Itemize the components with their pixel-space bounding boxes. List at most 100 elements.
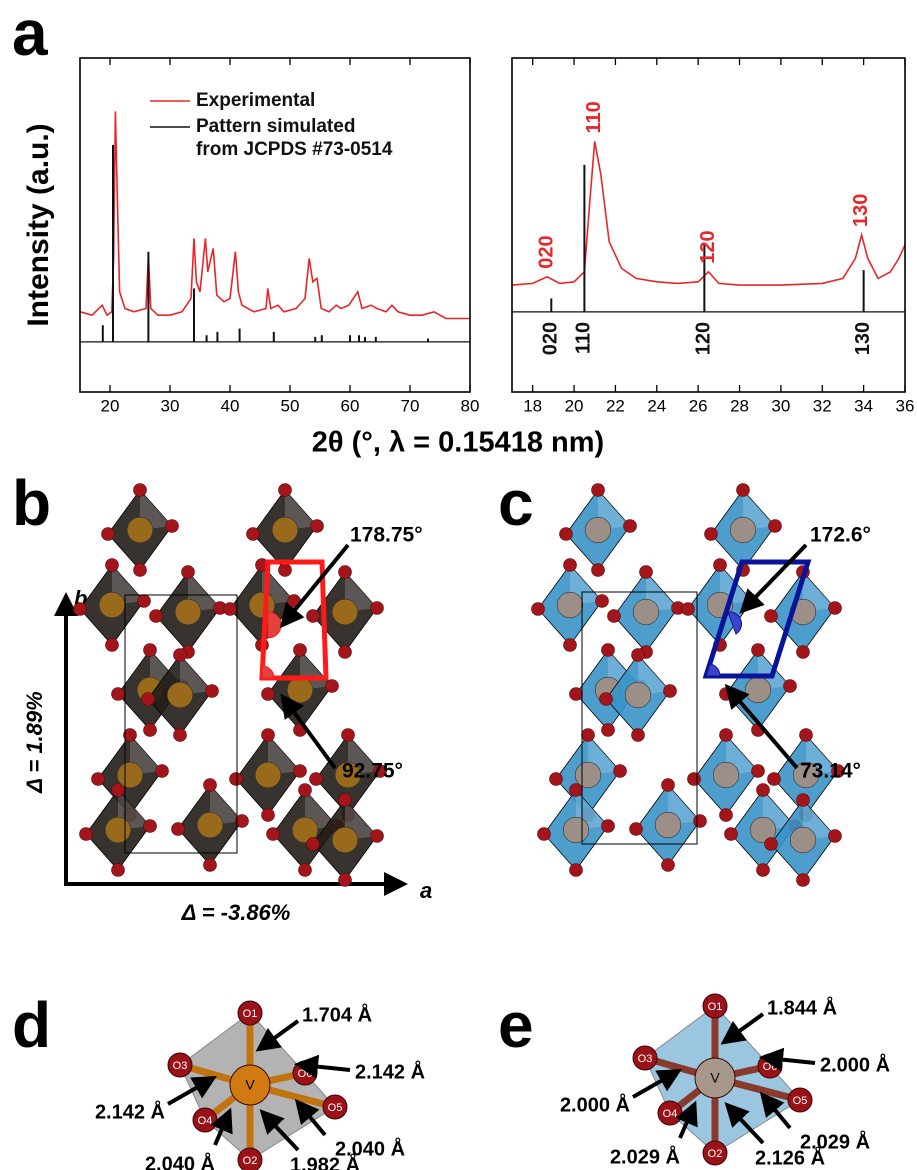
oxygen-atom xyxy=(756,863,770,877)
metal-atom xyxy=(562,816,590,844)
oxygen-atom xyxy=(831,764,845,778)
oxygen-atom xyxy=(756,783,770,797)
oxygen-atom xyxy=(787,1087,813,1113)
oxygen-atom xyxy=(261,808,275,822)
legend-label: Pattern simulated from JCPDS #73-0514 xyxy=(196,116,393,160)
oxygen-atom xyxy=(293,764,307,778)
metal-atom xyxy=(331,826,359,854)
oxygen-atom xyxy=(266,827,280,841)
oxygen-atom xyxy=(79,827,93,841)
pointer-arrow xyxy=(279,543,350,629)
oxygen-atom xyxy=(278,483,292,497)
oxygen-atom xyxy=(338,565,352,579)
angle-label: 172.6° xyxy=(810,524,871,547)
pointer-arrow xyxy=(280,693,337,770)
oxygen-atom xyxy=(338,645,352,659)
x-tick-label: 28 xyxy=(730,396,749,415)
x-tick-label: 30 xyxy=(161,396,180,415)
metal-atom xyxy=(729,516,757,544)
oxygen-atom xyxy=(601,819,615,833)
oxygen-atom xyxy=(632,1045,658,1071)
bond-length: 2.000 Å xyxy=(560,1092,630,1116)
peak-label: 120 xyxy=(697,230,719,263)
atom-label: V xyxy=(245,1077,255,1093)
angle-cell xyxy=(702,559,812,679)
x-tick-label: 60 xyxy=(341,396,360,415)
oxygen-atom xyxy=(764,837,778,851)
metal-atom xyxy=(632,598,660,626)
pointer-arrow xyxy=(759,1047,816,1072)
metal-atom xyxy=(712,761,740,789)
oxygen-atom xyxy=(719,808,733,822)
atom-label: O4 xyxy=(198,1115,213,1127)
oxygen-atom xyxy=(310,519,324,533)
oxygen-atom xyxy=(246,527,260,541)
bond-length: 2.126 Å xyxy=(755,1145,825,1169)
peak-label: 130 xyxy=(850,194,872,227)
oxygen-atom xyxy=(601,723,615,737)
oxygen-atom xyxy=(796,793,810,807)
oxygen-atom xyxy=(661,858,675,872)
plot-frame xyxy=(511,57,906,393)
metal-atom xyxy=(624,681,652,709)
atom-label: O1 xyxy=(708,1001,723,1013)
oxygen-atom xyxy=(601,643,615,657)
oxygen-atom xyxy=(613,764,627,778)
oxygen-atom xyxy=(143,643,157,657)
metal-atom xyxy=(126,516,154,544)
x-tick-label: 36 xyxy=(896,396,915,415)
oxygen-atom xyxy=(764,609,778,623)
plot-frame xyxy=(79,57,471,393)
bond-length: 1.982 Å xyxy=(290,1152,360,1170)
metal-atom xyxy=(286,676,314,704)
oxygen-atom xyxy=(591,563,605,577)
oxygen-atom xyxy=(181,565,195,579)
x-tick-label: 20 xyxy=(565,396,584,415)
oxygen-atom xyxy=(105,638,119,652)
oxygen-atom xyxy=(322,1094,348,1120)
oxygen-atom xyxy=(693,814,707,828)
x-tick-label: 70 xyxy=(401,396,420,415)
oxygen-atom xyxy=(167,1052,193,1078)
angle-arc xyxy=(727,611,742,635)
oxygen-atom xyxy=(607,609,621,623)
panel-label: d xyxy=(12,989,51,1061)
x-tick-label: 22 xyxy=(606,396,625,415)
metal-atom xyxy=(749,816,777,844)
metal-atom xyxy=(584,516,612,544)
oxygen-atom xyxy=(165,519,179,533)
atom-label: V xyxy=(710,1070,720,1086)
oxygen-atom xyxy=(173,728,187,742)
oxygen-atom xyxy=(306,609,320,623)
x-axis-title: 2θ (°, λ = 0.15418 nm) xyxy=(312,427,604,459)
oxygen-atom xyxy=(143,723,157,737)
oxygen-atom xyxy=(149,609,163,623)
oxygen-atom xyxy=(595,594,609,608)
atom-label: O3 xyxy=(173,1060,188,1072)
octahedron: O1 O3 O6 O5 O4 O2 V 1.844 Å 2.000 Å 2.000 Å 2.029 … xyxy=(560,993,890,1169)
unit-cell xyxy=(581,591,698,845)
metal-atom xyxy=(104,816,132,844)
metal-atom xyxy=(116,761,144,789)
oxygen-atom xyxy=(559,527,573,541)
oxygen-atom xyxy=(581,728,595,742)
metal-atom xyxy=(196,811,224,839)
peak-label: 130 xyxy=(852,322,874,355)
annotations: 178.75° 92.75° 172.6° 73.14° xyxy=(279,524,871,783)
oxygen-atom xyxy=(702,1140,728,1166)
pointer-arrow xyxy=(294,1054,351,1079)
oxygen-atom xyxy=(105,558,119,572)
oxygen-atom xyxy=(370,829,384,843)
pointer-arrow xyxy=(720,1012,765,1045)
panel-label: e xyxy=(498,989,534,1061)
x-tick-label: 18 xyxy=(523,396,542,415)
bond-length: 2.029 Å xyxy=(610,1144,680,1168)
pointer-arrow xyxy=(294,1098,327,1137)
oxygen-atom xyxy=(338,873,352,887)
plot-area xyxy=(80,111,470,343)
oxygen-atom xyxy=(338,793,352,807)
atom-label: O6 xyxy=(763,1061,778,1073)
data-line xyxy=(80,111,470,320)
